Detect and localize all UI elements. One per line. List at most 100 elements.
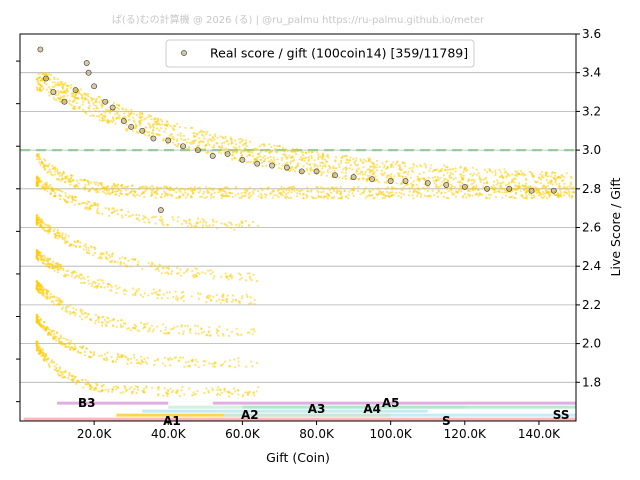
- cloud-point: [353, 161, 356, 164]
- cloud-point: [121, 354, 124, 357]
- cloud-point: [101, 389, 104, 392]
- cloud-point: [87, 189, 90, 192]
- cloud-point: [225, 298, 228, 301]
- cloud-point: [299, 192, 302, 195]
- cloud-point: [49, 297, 52, 300]
- cloud-point: [271, 196, 274, 199]
- cloud-point: [178, 189, 181, 192]
- cloud-point: [165, 186, 168, 189]
- cloud-point: [213, 138, 216, 141]
- cloud-point: [564, 188, 568, 191]
- cloud-point: [211, 389, 215, 392]
- cloud-point: [317, 191, 320, 194]
- cloud-point: [199, 140, 202, 143]
- cloud-point: [184, 196, 188, 199]
- cloud-point: [382, 166, 386, 169]
- cloud-point: [120, 185, 123, 188]
- cloud-point: [175, 196, 178, 200]
- cloud-point: [139, 293, 142, 297]
- cloud-point: [430, 164, 433, 167]
- cloud-point: [262, 143, 265, 146]
- cloud-point: [245, 144, 248, 147]
- cloud-point: [471, 194, 474, 197]
- cloud-point: [315, 186, 318, 189]
- cloud-point: [400, 187, 403, 190]
- cloud-point: [231, 392, 234, 395]
- real-point: [313, 168, 320, 175]
- cloud-point: [113, 209, 116, 212]
- cloud-point: [463, 192, 466, 196]
- cloud-point: [126, 129, 129, 132]
- cloud-point: [61, 174, 64, 177]
- cloud-point: [121, 107, 124, 110]
- cloud-point: [176, 133, 180, 136]
- cloud-point: [294, 170, 297, 173]
- cloud-point: [342, 168, 345, 171]
- cloud-point: [515, 192, 518, 195]
- cloud-point: [400, 192, 403, 195]
- cloud-point: [83, 244, 86, 247]
- cloud-point: [47, 224, 50, 227]
- cloud-point: [94, 319, 97, 322]
- cloud-point: [296, 192, 299, 195]
- cloud-point: [378, 193, 381, 196]
- cloud-point: [273, 161, 276, 164]
- cloud-point: [107, 283, 110, 286]
- cloud-point: [295, 147, 298, 151]
- cloud-point: [433, 182, 436, 185]
- cloud-point: [176, 139, 179, 143]
- cloud-point: [162, 139, 165, 142]
- cloud-point: [361, 161, 364, 164]
- cloud-point: [279, 193, 282, 196]
- cloud-point: [286, 149, 289, 153]
- cloud-point: [348, 190, 351, 193]
- cloud-point: [177, 332, 180, 335]
- cloud-point: [147, 262, 150, 265]
- cloud-point: [172, 295, 175, 299]
- real-point: [165, 137, 172, 144]
- y-axis: 1.82.02.22.42.62.83.03.23.43.6: [16, 27, 601, 403]
- cloud-point: [182, 299, 185, 303]
- cloud-point: [67, 196, 70, 199]
- cloud-point: [492, 180, 496, 183]
- cloud-point: [133, 119, 136, 122]
- cloud-point: [249, 296, 252, 299]
- cloud-point: [90, 204, 93, 207]
- cloud-point: [163, 130, 166, 133]
- cloud-point: [87, 249, 90, 252]
- cloud-point: [112, 207, 115, 210]
- cloud-point: [110, 261, 113, 264]
- cloud-point: [392, 193, 395, 197]
- cloud-point: [302, 165, 305, 168]
- cloud-point: [77, 97, 80, 100]
- cloud-point: [35, 341, 39, 344]
- cloud-point: [224, 272, 227, 275]
- cloud-point: [47, 91, 50, 94]
- cloud-point: [559, 189, 562, 192]
- cloud-point: [44, 223, 47, 226]
- cloud-point: [364, 186, 367, 189]
- cloud-point: [264, 196, 267, 199]
- real-point: [43, 75, 49, 82]
- cloud-point: [395, 182, 398, 185]
- cloud-point: [261, 189, 264, 192]
- cloud-point: [125, 123, 128, 126]
- cloud-point: [306, 169, 309, 172]
- cloud-point: [78, 202, 81, 205]
- cloud-point: [279, 149, 282, 152]
- cloud-point: [64, 236, 67, 239]
- cloud-point: [146, 356, 149, 359]
- cloud-point: [48, 331, 51, 334]
- cloud-point: [257, 153, 261, 156]
- cloud-point: [203, 130, 206, 133]
- cloud-point: [244, 194, 247, 197]
- cloud-point: [65, 88, 68, 91]
- cloud-point: [266, 187, 270, 191]
- cloud-point: [70, 271, 73, 274]
- cloud-point: [160, 272, 163, 275]
- cloud-point: [116, 319, 120, 322]
- cloud-point: [314, 163, 317, 167]
- cloud-point: [344, 171, 347, 174]
- cloud-point: [219, 190, 222, 193]
- cloud-point: [103, 286, 106, 289]
